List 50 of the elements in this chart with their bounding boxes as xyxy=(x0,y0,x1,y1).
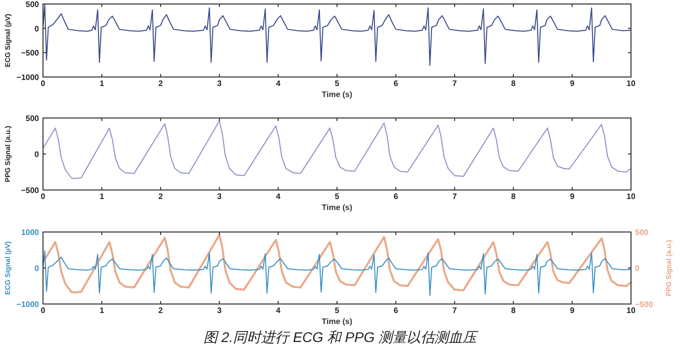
x-tick-label: 10 xyxy=(626,79,636,88)
x-tick-label: 4 xyxy=(276,306,281,315)
y-tick-label: −1000 xyxy=(16,300,40,309)
y-tick-label: 0 xyxy=(34,24,40,34)
y-tick-label: 1000 xyxy=(21,228,40,237)
x-tick-label: 2 xyxy=(158,79,164,88)
x-tick-label: 0 xyxy=(40,192,46,201)
x-tick-label: 0 xyxy=(40,79,46,88)
y-tick-label: −500 xyxy=(20,186,40,195)
x-axis-title: Time (s) xyxy=(322,203,353,212)
x-tick-label: 5 xyxy=(334,306,340,315)
x-tick-label: 8 xyxy=(511,306,516,315)
y-tick-label: −500 xyxy=(20,48,40,58)
x-tick-label: 4 xyxy=(276,192,281,201)
y-tick-label: 0 xyxy=(34,264,40,273)
y-tick-label: −1000 xyxy=(16,73,40,82)
caption: 图 2.同时进行 ECG 和 PPG 测量以估测血压 xyxy=(203,329,479,345)
x-tick-label: 9 xyxy=(570,192,575,201)
x-tick-label: 9 xyxy=(570,306,575,315)
x-tick-label: 7 xyxy=(452,79,458,88)
x-tick-label: 6 xyxy=(394,306,399,315)
x-tick-label: 10 xyxy=(626,306,636,315)
x-tick-label: 3 xyxy=(217,306,222,315)
x-tick-label: 2 xyxy=(158,192,164,201)
y2-tick-label: −500 xyxy=(635,300,654,309)
x-tick-label: 8 xyxy=(511,79,516,88)
x-tick-label: 3 xyxy=(217,79,222,88)
x-tick-label: 7 xyxy=(452,192,458,201)
x-tick-label: 1 xyxy=(100,192,105,201)
y2-tick-label: 500 xyxy=(635,228,649,237)
y-tick-label: 0 xyxy=(34,150,40,159)
x-axis-title: Time (s) xyxy=(322,317,353,326)
x-tick-label: 2 xyxy=(158,306,164,315)
x-tick-label: 6 xyxy=(394,192,399,201)
x-tick-label: 10 xyxy=(626,192,636,201)
x-tick-label: 8 xyxy=(511,192,516,201)
x-tick-label: 3 xyxy=(217,192,222,201)
x-tick-label: 1 xyxy=(100,306,105,315)
x-axis-title: Time (s) xyxy=(322,90,353,99)
x-tick-label: 6 xyxy=(394,79,399,88)
x-tick-label: 0 xyxy=(40,306,46,315)
x-tick-label: 7 xyxy=(452,306,458,315)
x-tick-label: 4 xyxy=(276,79,281,88)
y2-tick-label: 0 xyxy=(635,264,640,273)
x-tick-label: 5 xyxy=(334,192,340,201)
x-tick-label: 1 xyxy=(100,79,105,88)
x-tick-label: 5 xyxy=(334,79,340,88)
y-tick-label: 500 xyxy=(26,0,40,9)
y-tick-label: 500 xyxy=(26,114,40,123)
x-tick-label: 9 xyxy=(570,79,575,88)
